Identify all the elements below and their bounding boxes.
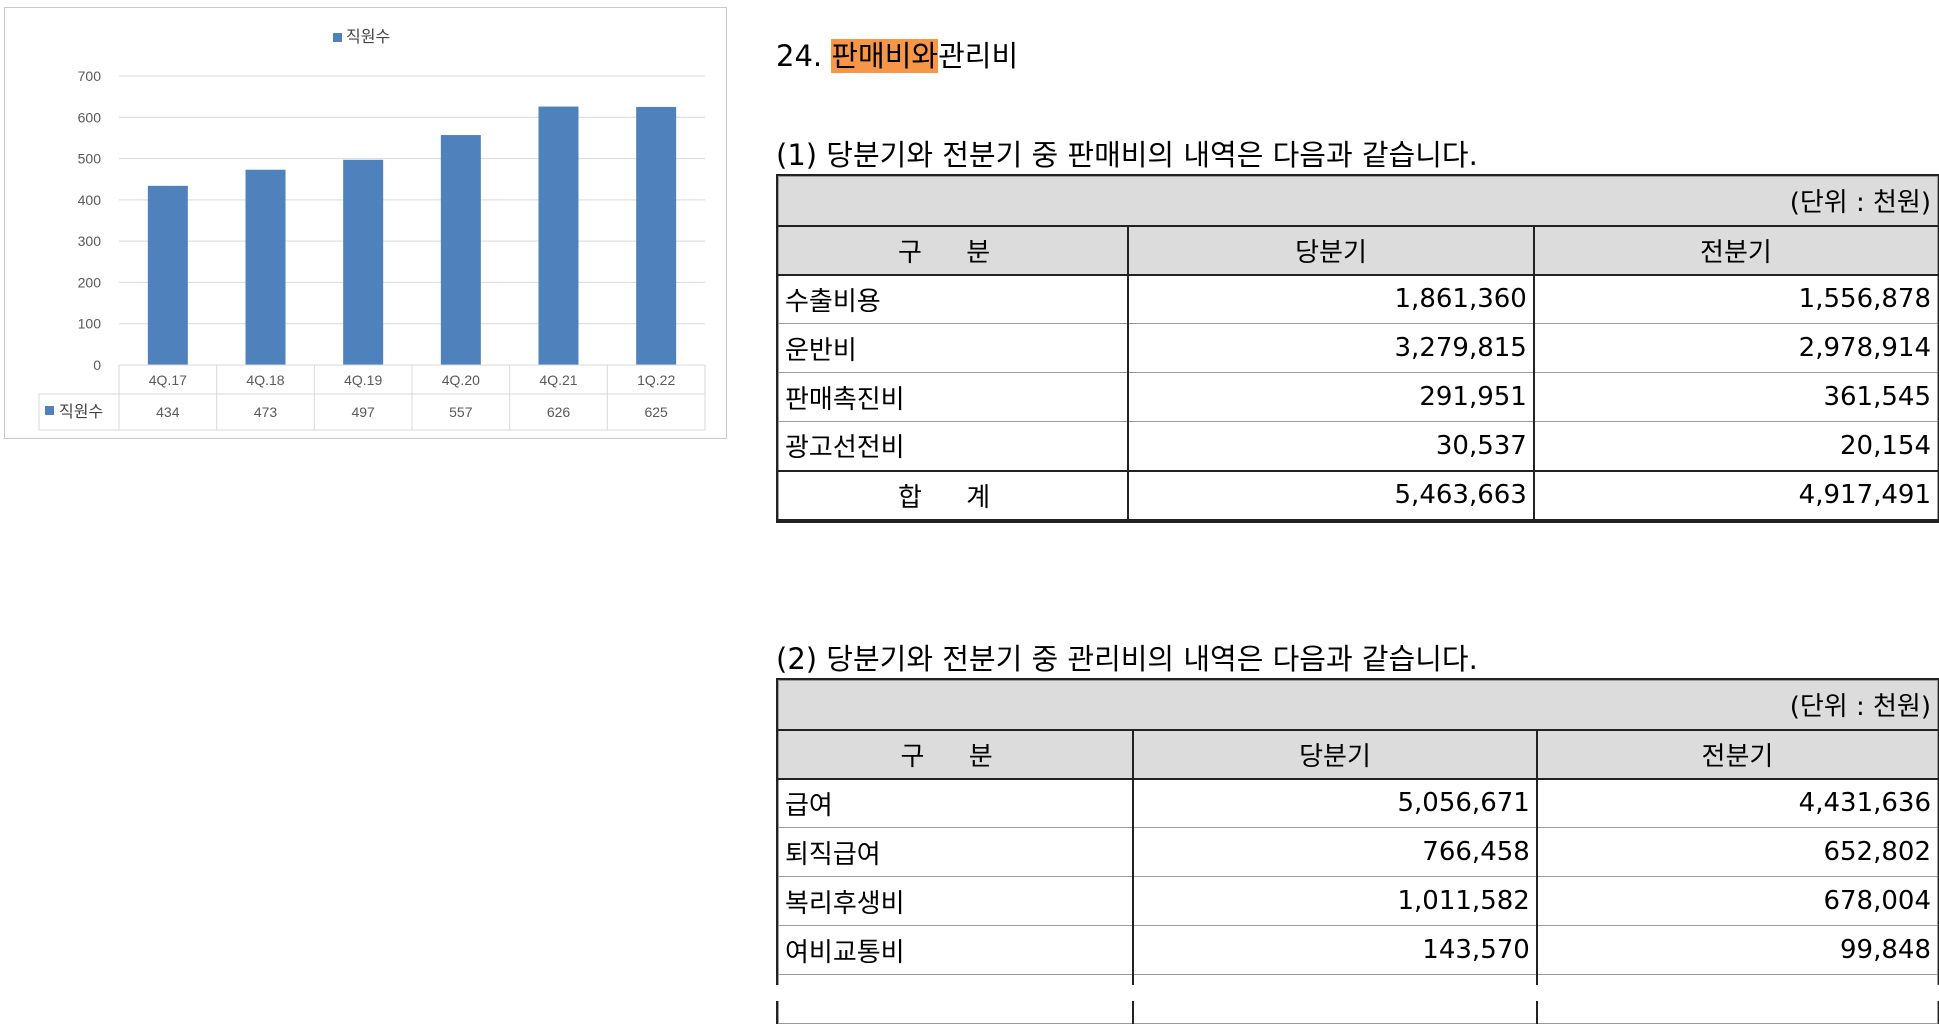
table-row: 급여 5,056,671 4,431,636	[778, 778, 1938, 828]
x-tick-label: 4Q.17	[149, 372, 187, 388]
y-tick-label: 500	[78, 151, 102, 167]
admin-caption: (2) 당분기와 전분기 중 관리비의 내역은 다음과 같습니다.	[776, 642, 1478, 676]
table-row: 수출비용 1,861,360 1,556,878	[778, 274, 1938, 324]
x-tick-label: 4Q.18	[246, 372, 284, 388]
selling-expense-table: (단위 : 천원) 구 분 당분기 전분기 수출비용 1,861,360 1,5…	[776, 174, 1939, 523]
table-row: 여비교통비 143,570 99,848	[778, 925, 1938, 975]
legend-swatch	[333, 33, 342, 42]
legend-label: 직원수	[346, 28, 390, 46]
y-tick-label: 300	[78, 233, 102, 249]
selling-caption: (1) 당분기와 전분기 중 판매비의 내역은 다음과 같습니다.	[776, 138, 1478, 172]
header-current: 당분기	[1132, 729, 1538, 780]
employee-count-chart: 직원수 700 600 500 400 300 200 100 0 4Q.17 4Q.18 4Q.19…	[4, 7, 727, 439]
data-table-value: 557	[449, 404, 473, 420]
header-category: 구 분	[778, 729, 1135, 780]
row-previous: 2,978,914	[1533, 323, 1938, 373]
data-table-value: 434	[156, 404, 180, 420]
table-row: 퇴직급여 766,458 652,802	[778, 827, 1938, 877]
header-category: 구 분	[778, 225, 1130, 276]
row-label: 여비교통비	[778, 925, 1135, 975]
data-table-series-label: 직원수	[59, 403, 103, 421]
total-label: 합 계	[778, 469, 1130, 521]
y-tick-label: 700	[78, 68, 102, 84]
row-current: 143,570	[1132, 925, 1538, 975]
row-previous: 678,004	[1536, 876, 1938, 926]
y-tick-label: 100	[78, 316, 102, 332]
row-current: 3,279,815	[1127, 323, 1535, 373]
unit-row: (단위 : 천원)	[778, 176, 1938, 227]
row-previous: 652,802	[1536, 827, 1938, 877]
row-current: 5,056,671	[1132, 778, 1538, 828]
bar	[440, 135, 481, 365]
bar	[636, 106, 677, 365]
table-row: 판매촉진비 291,951 361,545	[778, 372, 1938, 422]
row-previous: 4,431,636	[1536, 778, 1938, 828]
bar	[538, 106, 579, 366]
bar	[147, 185, 188, 365]
header-current: 당분기	[1127, 225, 1535, 276]
row-current: 1,861,360	[1127, 274, 1535, 324]
page-crop	[0, 985, 1939, 1001]
header-previous: 전분기	[1536, 729, 1938, 780]
x-tick-label: 1Q.22	[637, 372, 675, 388]
data-table-value: 497	[351, 404, 375, 420]
unit-label: (단위 : 천원)	[778, 176, 1938, 227]
row-current: 291,951	[1127, 372, 1535, 422]
row-label: 광고선전비	[778, 421, 1130, 471]
data-table-value: 473	[254, 404, 278, 420]
row-previous: 1,556,878	[1533, 274, 1938, 324]
unit-row: (단위 : 천원)	[778, 680, 1938, 731]
row-label: 판매촉진비	[778, 372, 1130, 422]
x-tick-label: 4Q.20	[442, 372, 480, 388]
section-title-rest: 관리비	[938, 39, 1019, 73]
row-current: 30,537	[1127, 421, 1535, 471]
total-previous: 4,917,491	[1533, 469, 1938, 521]
table-row: 복리후생비 1,011,582 678,004	[778, 876, 1938, 926]
row-previous: 361,545	[1533, 372, 1938, 422]
row-label: 운반비	[778, 323, 1130, 373]
y-tick-label: 400	[78, 192, 102, 208]
row-previous: 20,154	[1533, 421, 1938, 471]
section-title-highlight: 판매비와	[831, 39, 939, 73]
header-previous: 전분기	[1533, 225, 1938, 276]
x-tick-label: 4Q.19	[344, 372, 382, 388]
y-tick-label: 0	[93, 357, 101, 373]
data-table-value: 626	[547, 404, 571, 420]
section-number: 24.	[776, 39, 823, 73]
data-table-value: 625	[644, 404, 668, 420]
bar	[343, 159, 384, 365]
table-row: 운반비 3,279,815 2,978,914	[778, 323, 1938, 373]
bar	[245, 169, 286, 365]
row-label: 수출비용	[778, 274, 1130, 324]
total-row: 합 계 5,463,663 4,917,491	[778, 469, 1938, 521]
row-current: 1,011,582	[1132, 876, 1538, 926]
header-row: 구 분 당분기 전분기	[778, 729, 1938, 780]
row-previous: 99,848	[1536, 925, 1938, 975]
row-label: 퇴직급여	[778, 827, 1135, 877]
chart-canvas: 직원수 700 600 500 400 300 200 100 0 4Q.17 4Q.18 4Q.19…	[38, 28, 706, 431]
total-current: 5,463,663	[1127, 469, 1535, 521]
table-row: 광고선전비 30,537 20,154	[778, 421, 1938, 471]
x-tick-label: 4Q.21	[539, 372, 577, 388]
row-label: 복리후생비	[778, 876, 1135, 926]
admin-expense-table: (단위 : 천원) 구 분 당분기 전분기 급여 5,056,671 4,431…	[776, 678, 1939, 1024]
y-tick-label: 600	[78, 109, 102, 125]
row-label: 급여	[778, 778, 1135, 828]
y-tick-label: 200	[78, 274, 102, 290]
section-title: 24. 판매비와관리비	[776, 33, 1018, 75]
unit-label: (단위 : 천원)	[778, 680, 1938, 731]
data-table-series-swatch	[45, 406, 54, 415]
header-row: 구 분 당분기 전분기	[778, 225, 1938, 276]
row-current: 766,458	[1132, 827, 1538, 877]
